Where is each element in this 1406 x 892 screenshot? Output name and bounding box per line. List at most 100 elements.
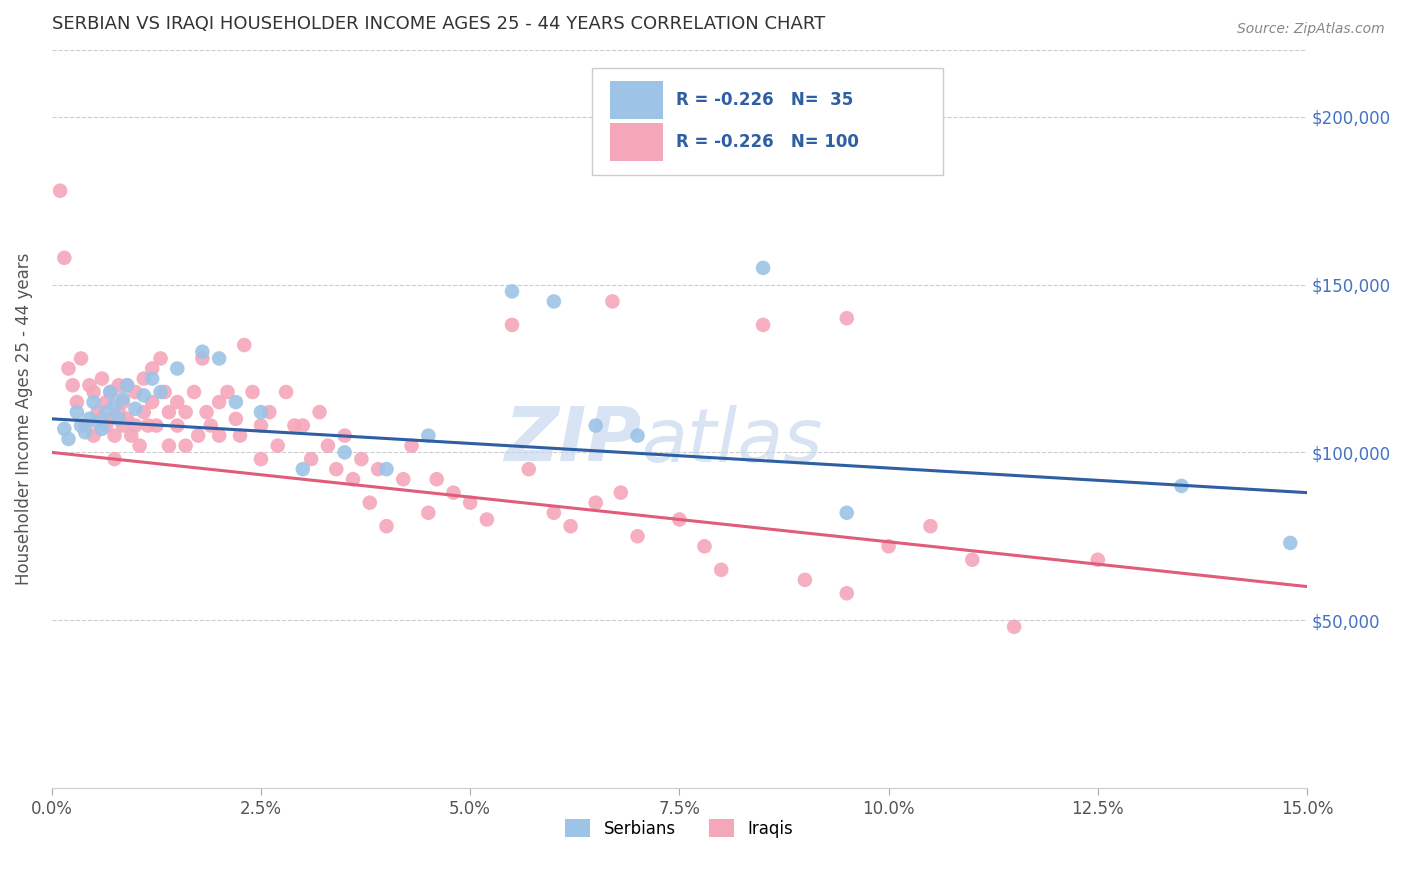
Point [308,405,330,419]
Point [120,428,142,442]
Point [418,428,440,442]
Point [53,422,76,436]
Point [626,428,648,442]
Point [83,395,105,409]
FancyBboxPatch shape [610,123,664,161]
Point [70,351,93,366]
Point [267,439,290,453]
Point [710,563,733,577]
Point [283,418,305,433]
Point [183,384,205,399]
Point [1170,479,1192,493]
Point [517,462,540,476]
Point [208,428,231,442]
Point [229,428,252,442]
Point [53,251,76,265]
Point [58,361,80,376]
Point [107,378,129,392]
Point [191,344,214,359]
Point [166,361,188,376]
Point [124,384,146,399]
Point [626,529,648,543]
Point [250,452,273,467]
Point [141,395,163,409]
Point [458,496,481,510]
Point [174,405,197,419]
Point [75,418,97,433]
Point [58,432,80,446]
Point [94,418,117,433]
Point [49,184,72,198]
Point [66,395,89,409]
Point [107,412,129,426]
Point [83,384,105,399]
Point [274,384,297,399]
Point [333,445,356,459]
Point [124,401,146,416]
Point [103,428,125,442]
Point [501,318,523,332]
Point [602,294,624,309]
Y-axis label: Householder Income Ages 25 - 44 years: Householder Income Ages 25 - 44 years [15,252,32,585]
Point [291,418,314,433]
Point [187,428,209,442]
Point [111,418,134,433]
Point [543,294,565,309]
Point [291,462,314,476]
Point [200,418,222,433]
Point [342,472,364,486]
Point [98,412,121,426]
Point [877,539,900,553]
Point [136,418,159,433]
FancyBboxPatch shape [592,69,943,176]
Point [250,418,273,433]
Point [75,425,97,440]
Point [94,405,117,419]
Point [375,519,398,533]
Point [585,496,607,510]
Point [115,378,138,392]
Point [543,506,565,520]
Point [835,586,858,600]
Point [111,395,134,409]
Point [441,485,464,500]
Point [98,384,121,399]
Point [501,285,523,299]
Point [475,512,498,526]
Point [79,378,101,392]
Point [145,418,167,433]
Point [174,439,197,453]
Point [359,496,381,510]
Point [195,405,218,419]
Point [132,405,155,419]
Point [392,472,415,486]
Point [62,378,84,392]
Point [141,361,163,376]
Point [242,384,264,399]
Text: ZIP: ZIP [505,404,641,477]
Point [157,405,180,419]
Legend: Serbians, Iraqis: Serbians, Iraqis [557,811,801,846]
Point [1279,536,1302,550]
Point [962,552,984,566]
Point [115,378,138,392]
Point [166,395,188,409]
Text: R = -0.226   N=  35: R = -0.226 N= 35 [676,91,853,109]
Point [91,371,114,385]
Point [299,452,322,467]
Point [350,452,373,467]
Point [98,384,121,399]
Point [418,506,440,520]
Point [153,384,176,399]
Point [610,485,633,500]
Point [107,405,129,419]
Point [333,428,356,442]
Point [835,506,858,520]
Point [166,418,188,433]
Point [1002,620,1025,634]
Point [426,472,449,486]
Point [233,338,256,352]
Point [325,462,347,476]
Point [316,439,339,453]
Point [103,452,125,467]
